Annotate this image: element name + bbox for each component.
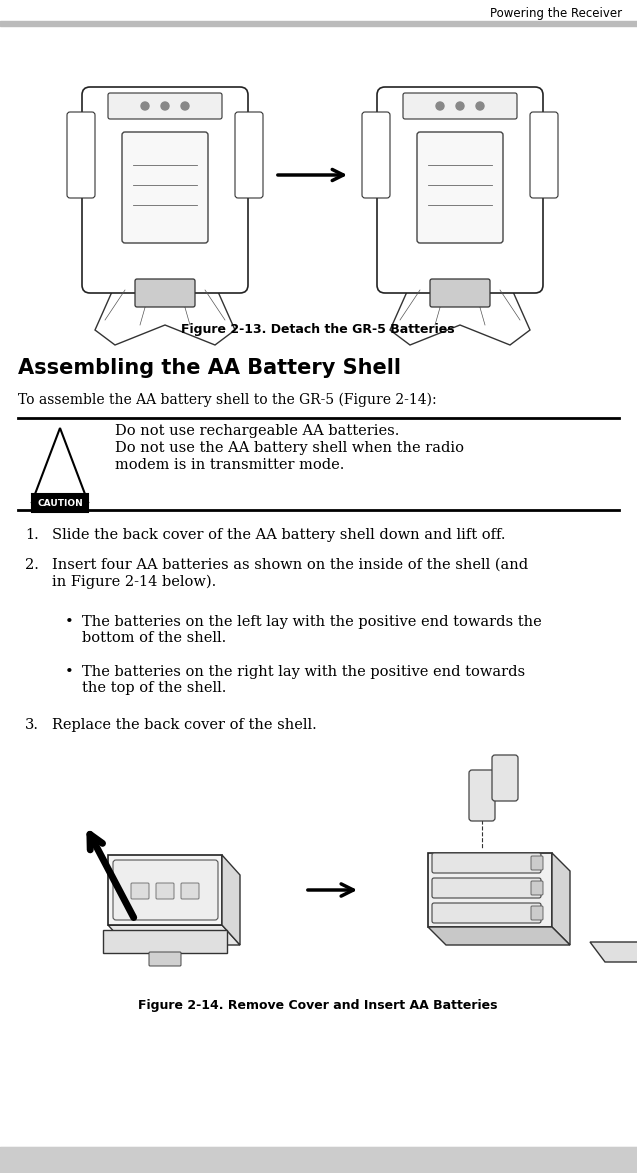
Polygon shape [32,428,88,502]
FancyBboxPatch shape [432,879,541,899]
Text: Assembling the AA Battery Shell: Assembling the AA Battery Shell [18,358,401,378]
FancyBboxPatch shape [531,906,543,920]
FancyBboxPatch shape [82,87,248,293]
FancyBboxPatch shape [131,883,149,899]
Text: 3.: 3. [25,718,39,732]
FancyBboxPatch shape [432,903,541,923]
Bar [0,1147,637,1173]
FancyBboxPatch shape [430,279,490,307]
FancyBboxPatch shape [403,93,517,118]
Polygon shape [390,285,530,345]
FancyBboxPatch shape [531,881,543,895]
Text: Do not use the AA battery shell when the radio: Do not use the AA battery shell when the… [115,441,464,455]
FancyBboxPatch shape [432,853,541,873]
Text: 1.: 1. [25,528,39,542]
FancyBboxPatch shape [417,133,503,243]
Polygon shape [95,285,235,345]
FancyBboxPatch shape [531,856,543,870]
Text: Figure 2-14. Remove Cover and Insert AA Batteries: Figure 2-14. Remove Cover and Insert AA … [138,998,497,1011]
Text: The batteries on the right lay with the positive end towards
the top of the shel: The batteries on the right lay with the … [82,665,525,696]
Polygon shape [108,925,240,945]
Circle shape [161,102,169,110]
Text: Powering the Receiver: Powering the Receiver [490,7,622,20]
Text: P/N 7010-1004: P/N 7010-1004 [12,1153,99,1166]
Text: modem is in transmitter mode.: modem is in transmitter mode. [115,457,345,472]
Text: Figure 2-13. Detach the GR-5 Batteries: Figure 2-13. Detach the GR-5 Batteries [181,324,455,337]
FancyBboxPatch shape [156,883,174,899]
Polygon shape [108,855,222,925]
FancyBboxPatch shape [492,755,518,801]
FancyBboxPatch shape [135,279,195,307]
Circle shape [141,102,149,110]
FancyBboxPatch shape [32,494,88,511]
Polygon shape [103,930,227,952]
Circle shape [181,102,189,110]
Polygon shape [428,927,570,945]
Text: Slide the back cover of the AA battery shell down and lift off.: Slide the back cover of the AA battery s… [52,528,506,542]
Text: The batteries on the left lay with the positive end towards the
bottom of the sh: The batteries on the left lay with the p… [82,615,541,645]
FancyBboxPatch shape [122,133,208,243]
Polygon shape [590,942,637,962]
FancyBboxPatch shape [67,111,95,198]
Text: Do not use rechargeable AA batteries.: Do not use rechargeable AA batteries. [115,423,399,438]
Text: To assemble the AA battery shell to the GR-5 (Figure 2-14):: To assemble the AA battery shell to the … [18,393,436,407]
FancyBboxPatch shape [235,111,263,198]
FancyBboxPatch shape [181,883,199,899]
Text: Replace the back cover of the shell.: Replace the back cover of the shell. [52,718,317,732]
Text: •: • [65,665,74,679]
FancyBboxPatch shape [149,952,181,967]
Text: •: • [65,615,74,629]
FancyBboxPatch shape [377,87,543,293]
Bar [0,21,637,26]
FancyBboxPatch shape [530,111,558,198]
Circle shape [476,102,484,110]
Polygon shape [222,855,240,945]
Circle shape [456,102,464,110]
Text: 2-17: 2-17 [587,1153,625,1167]
Text: Insert four AA batteries as shown on the inside of the shell (and
in Figure 2-14: Insert four AA batteries as shown on the… [52,558,528,589]
FancyBboxPatch shape [113,860,218,920]
Text: 2.: 2. [25,558,39,572]
Polygon shape [552,853,570,945]
Text: CAUTION: CAUTION [37,499,83,508]
Circle shape [436,102,444,110]
Polygon shape [428,853,552,927]
FancyBboxPatch shape [362,111,390,198]
FancyBboxPatch shape [108,93,222,118]
FancyBboxPatch shape [469,769,495,821]
